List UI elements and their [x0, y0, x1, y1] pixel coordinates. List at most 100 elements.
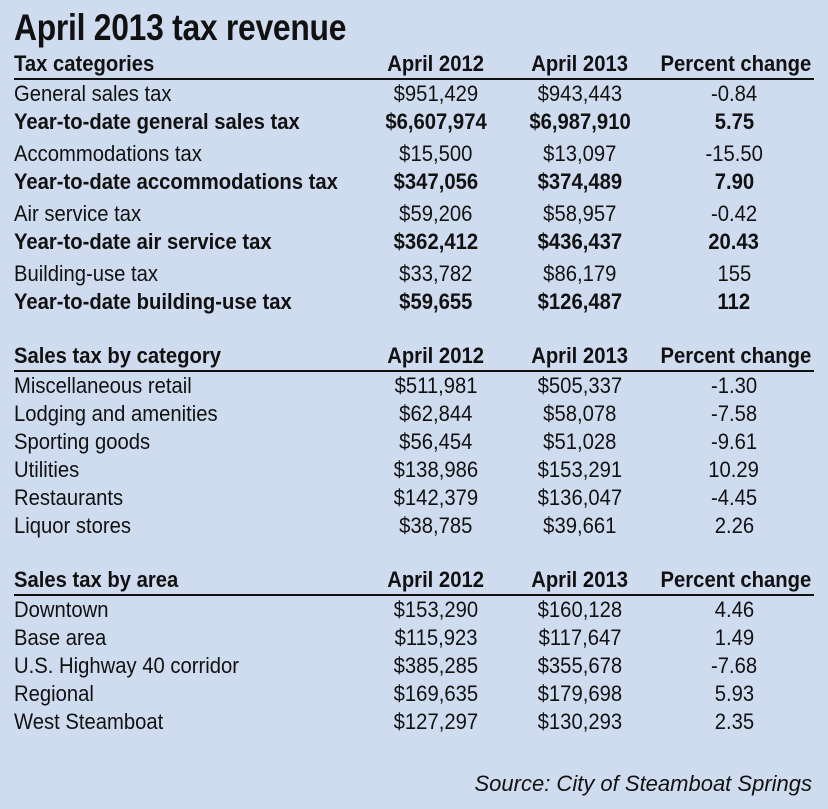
column-header-3: Percent change [654, 342, 814, 372]
april-2012-value: $169,635 [366, 680, 506, 708]
cell-text: -4.45 [710, 485, 758, 510]
cell-text: -0.84 [710, 81, 758, 106]
april-2012-value: $362,412 [366, 228, 506, 256]
cell-text: Year-to-date accommodations tax [14, 169, 338, 194]
cell-text: $160,128 [537, 597, 623, 622]
april-2013-value: $39,661 [506, 512, 654, 540]
row-label: U.S. Highway 40 corridor [14, 652, 366, 680]
percent-change-value: 5.93 [654, 680, 814, 708]
table-row: Base area $115,923 $117,647 1.49 [14, 624, 814, 652]
cell-text: $39,661 [543, 513, 617, 538]
cell-text: 20.43 [708, 229, 760, 254]
cell-text: $362,412 [393, 229, 479, 254]
april-2012-value: $142,379 [366, 484, 506, 512]
april-2012-value: $127,297 [366, 708, 506, 736]
cell-text: Building-use tax [14, 261, 159, 286]
april-2012-value: $15,500 [366, 136, 506, 168]
cell-text: $347,056 [393, 169, 479, 194]
cell-text: $136,047 [537, 485, 623, 510]
header-text: April 2013 [531, 343, 629, 368]
cell-text: $56,454 [399, 429, 473, 454]
percent-change-value: 1.49 [654, 624, 814, 652]
table-row: Building-use tax $33,782 $86,179 155 [14, 256, 814, 288]
tables-container: Tax categories April 2012 April 2013 Percen… [14, 50, 814, 736]
cell-text: West Steamboat [14, 709, 164, 734]
row-label: General sales tax [14, 79, 366, 108]
row-label: Year-to-date air service tax [14, 228, 366, 256]
table-row: Downtown $153,290 $160,128 4.46 [14, 595, 814, 624]
cell-text: Year-to-date air service tax [14, 229, 272, 254]
cell-text: $951,429 [393, 81, 479, 106]
percent-change-value: 2.35 [654, 708, 814, 736]
cell-text: 1.49 [714, 625, 754, 650]
row-label: Year-to-date accommodations tax [14, 168, 366, 196]
percent-change-value: 112 [654, 288, 814, 316]
table-row: Year-to-date accommodations tax $347,056 $… [14, 168, 814, 196]
cell-text: Accommodations tax [14, 141, 202, 166]
table-row: Utilities $138,986 $153,291 10.29 [14, 456, 814, 484]
table-header-row: Sales tax by category April 2012 April 201… [14, 342, 814, 372]
section-spacer [14, 540, 814, 566]
row-label: Year-to-date building-use tax [14, 288, 366, 316]
cell-text: $62,844 [399, 401, 473, 426]
table-row: Miscellaneous retail $511,981 $505,337 -1.3… [14, 371, 814, 400]
column-header-2: April 2013 [506, 566, 654, 596]
cell-text: $179,698 [537, 681, 623, 706]
header-text: April 2013 [531, 567, 629, 592]
table-row: Year-to-date building-use tax $59,655 $126… [14, 288, 814, 316]
cell-text: $943,443 [537, 81, 623, 106]
header-text: April 2013 [531, 51, 629, 76]
percent-change-value: -9.61 [654, 428, 814, 456]
row-label: Liquor stores [14, 512, 366, 540]
april-2013-value: $179,698 [506, 680, 654, 708]
cell-text: Miscellaneous retail [14, 373, 192, 398]
april-2012-value: $138,986 [366, 456, 506, 484]
cell-text: 7.90 [714, 169, 754, 194]
april-2013-value: $505,337 [506, 371, 654, 400]
april-2012-value: $347,056 [366, 168, 506, 196]
april-2012-value: $33,782 [366, 256, 506, 288]
cell-text: 5.75 [714, 109, 754, 134]
cell-text: $374,489 [537, 169, 623, 194]
cell-text: Utilities [14, 457, 80, 482]
april-2013-value: $126,487 [506, 288, 654, 316]
percent-change-value: 155 [654, 256, 814, 288]
row-label: Sporting goods [14, 428, 366, 456]
cell-text: $126,487 [537, 289, 623, 314]
row-label: Air service tax [14, 196, 366, 228]
april-2013-value: $436,437 [506, 228, 654, 256]
cell-text: $511,981 [394, 373, 478, 398]
column-header-2: April 2013 [506, 342, 654, 372]
column-header-1: April 2012 [366, 342, 506, 372]
table-row: Lodging and amenities $62,844 $58,078 -7.58 [14, 400, 814, 428]
cell-text: $127,297 [393, 709, 479, 734]
percent-change-value: 7.90 [654, 168, 814, 196]
row-label: Base area [14, 624, 366, 652]
table-row: Year-to-date general sales tax $6,607,974… [14, 108, 814, 136]
table-row: West Steamboat $127,297 $130,293 2.35 [14, 708, 814, 736]
tax-table-section-2: Sales tax by category April 2012 April 201… [14, 342, 814, 540]
table-row: Sporting goods $56,454 $51,028 -9.61 [14, 428, 814, 456]
april-2013-value: $58,078 [506, 400, 654, 428]
percent-change-value: -0.84 [654, 79, 814, 108]
header-text: April 2012 [387, 343, 485, 368]
percent-change-value: -7.58 [654, 400, 814, 428]
row-label: Miscellaneous retail [14, 371, 366, 400]
cell-text: Base area [14, 625, 107, 650]
header-text: Sales tax by area [14, 567, 179, 592]
cell-text: $505,337 [537, 373, 623, 398]
cell-text: $58,957 [543, 201, 617, 226]
source-note: Source: City of Steamboat Springs [474, 771, 813, 796]
row-label: Downtown [14, 595, 366, 624]
april-2013-value: $136,047 [506, 484, 654, 512]
table-header-row: Sales tax by area April 2012 April 2013 Per… [14, 566, 814, 596]
cell-text: 2.26 [714, 513, 754, 538]
table-row: Regional $169,635 $179,698 5.93 [14, 680, 814, 708]
april-2012-value: $38,785 [366, 512, 506, 540]
cell-text: 112 [717, 289, 751, 314]
cell-text: 4.46 [714, 597, 754, 622]
column-header-category: Sales tax by category [14, 342, 366, 372]
april-2012-value: $951,429 [366, 79, 506, 108]
percent-change-value: 20.43 [654, 228, 814, 256]
